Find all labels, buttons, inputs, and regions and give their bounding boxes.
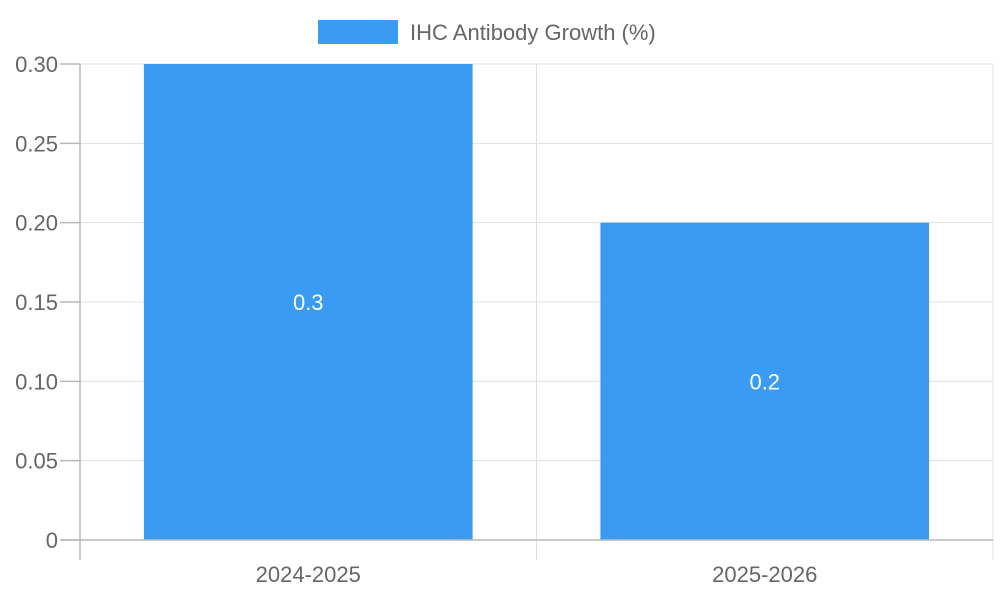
bar-2024-2025[interactable] xyxy=(143,64,473,540)
legend-swatch xyxy=(318,20,398,44)
legend[interactable]: IHC Antibody Growth (%) xyxy=(318,20,656,45)
data-label: 0.2 xyxy=(749,369,780,394)
y-tick-label: 0.10 xyxy=(15,369,58,394)
y-tick-label: 0.05 xyxy=(15,449,58,474)
data-labels: 0.3 0.2 xyxy=(293,290,780,394)
axes xyxy=(60,64,993,560)
bars xyxy=(143,64,930,540)
y-tick-label: 0.30 xyxy=(15,52,58,77)
y-axis-ticks: 0 0.05 0.10 0.15 0.20 0.25 0.30 xyxy=(15,52,80,553)
x-tick-label: 2025-2026 xyxy=(712,562,817,587)
legend-label: IHC Antibody Growth (%) xyxy=(410,20,656,45)
y-tick-label: 0.20 xyxy=(15,211,58,236)
x-tick-label: 2024-2025 xyxy=(256,562,361,587)
x-axis-ticks: 2024-2025 2025-2026 xyxy=(256,562,818,587)
y-tick-label: 0.25 xyxy=(15,131,58,156)
y-tick-label: 0 xyxy=(46,528,58,553)
bar-2025-2026[interactable] xyxy=(600,222,930,540)
y-tick-label: 0.15 xyxy=(15,290,58,315)
data-label: 0.3 xyxy=(293,290,324,315)
